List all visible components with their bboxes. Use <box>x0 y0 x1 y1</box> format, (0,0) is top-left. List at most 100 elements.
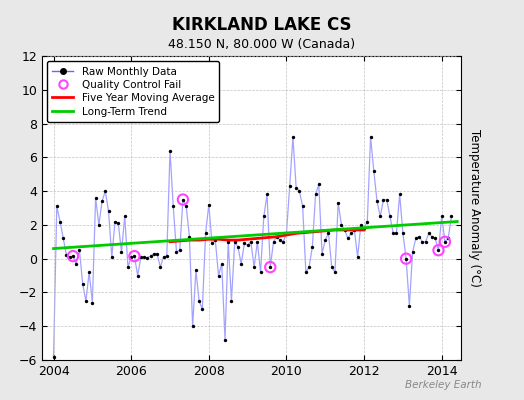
Point <box>179 196 187 203</box>
Point <box>256 269 265 275</box>
Point <box>240 240 248 247</box>
Point <box>179 196 187 203</box>
Point <box>269 238 278 245</box>
Point <box>146 253 155 259</box>
Point <box>237 260 245 267</box>
Point <box>415 234 423 240</box>
Point <box>211 237 220 243</box>
Point <box>192 267 200 274</box>
Point <box>347 230 355 236</box>
Point <box>314 181 323 188</box>
Point <box>72 260 80 267</box>
Point <box>134 272 142 279</box>
Point <box>441 238 449 245</box>
Point <box>337 222 346 228</box>
Point <box>402 256 410 262</box>
Point <box>198 306 206 312</box>
Point <box>234 244 242 250</box>
Point <box>104 208 113 214</box>
Point <box>286 183 294 189</box>
Point <box>363 218 372 225</box>
Point <box>117 249 126 255</box>
Point <box>350 227 358 233</box>
Point <box>111 218 119 225</box>
Point <box>205 202 213 208</box>
Point <box>321 237 330 243</box>
Point <box>328 264 336 270</box>
Point <box>418 238 427 245</box>
Point <box>295 188 303 194</box>
Point <box>353 254 362 260</box>
Point <box>227 298 236 304</box>
Point <box>373 198 381 204</box>
Point <box>434 247 443 254</box>
Point <box>162 253 171 259</box>
Point <box>259 213 268 220</box>
Point <box>379 196 388 203</box>
Point <box>59 235 68 242</box>
Point <box>214 272 223 279</box>
Point <box>130 253 139 259</box>
Point <box>101 188 110 194</box>
Text: Berkeley Earth: Berkeley Earth <box>406 380 482 390</box>
Point <box>412 235 420 242</box>
Point <box>49 354 58 360</box>
Point <box>182 203 190 210</box>
Point <box>360 225 368 232</box>
Point <box>247 238 255 245</box>
Point <box>159 254 168 260</box>
Point <box>56 218 64 225</box>
Point <box>75 247 84 254</box>
Point <box>69 253 77 259</box>
Point <box>424 230 433 236</box>
Point <box>98 198 106 204</box>
Point <box>428 234 436 240</box>
Point <box>402 256 410 262</box>
Point <box>357 222 365 228</box>
Point <box>366 134 375 140</box>
Point <box>201 230 210 236</box>
Point <box>79 281 87 287</box>
Point <box>405 303 413 309</box>
Point <box>434 247 443 254</box>
Point <box>85 269 93 275</box>
Point <box>140 254 148 260</box>
Point <box>389 230 397 236</box>
Point <box>289 134 297 140</box>
Point <box>217 260 226 267</box>
Point <box>121 213 129 220</box>
Point <box>224 238 233 245</box>
Point <box>150 250 158 257</box>
Point <box>231 238 239 245</box>
Point <box>282 230 291 236</box>
Point <box>143 254 151 261</box>
Point <box>114 220 123 226</box>
Point <box>169 203 178 210</box>
Point <box>221 336 229 343</box>
Point <box>399 230 407 236</box>
Point <box>272 234 281 240</box>
Point <box>341 227 349 233</box>
Point <box>421 238 430 245</box>
Point <box>311 191 320 198</box>
Point <box>441 238 449 245</box>
Point <box>431 235 440 242</box>
Point <box>438 213 446 220</box>
Point <box>166 147 174 154</box>
Point <box>263 191 271 198</box>
Point <box>137 254 145 260</box>
Point <box>130 253 139 259</box>
Point <box>386 213 394 220</box>
Point <box>447 213 455 220</box>
Point <box>369 168 378 174</box>
Point <box>376 213 385 220</box>
Point <box>266 264 275 270</box>
Point <box>95 222 103 228</box>
Point <box>66 254 74 260</box>
Point <box>153 250 161 257</box>
Point <box>52 203 61 210</box>
Point <box>318 250 326 257</box>
Point <box>189 323 197 330</box>
Point <box>250 264 258 270</box>
Point <box>308 244 316 250</box>
